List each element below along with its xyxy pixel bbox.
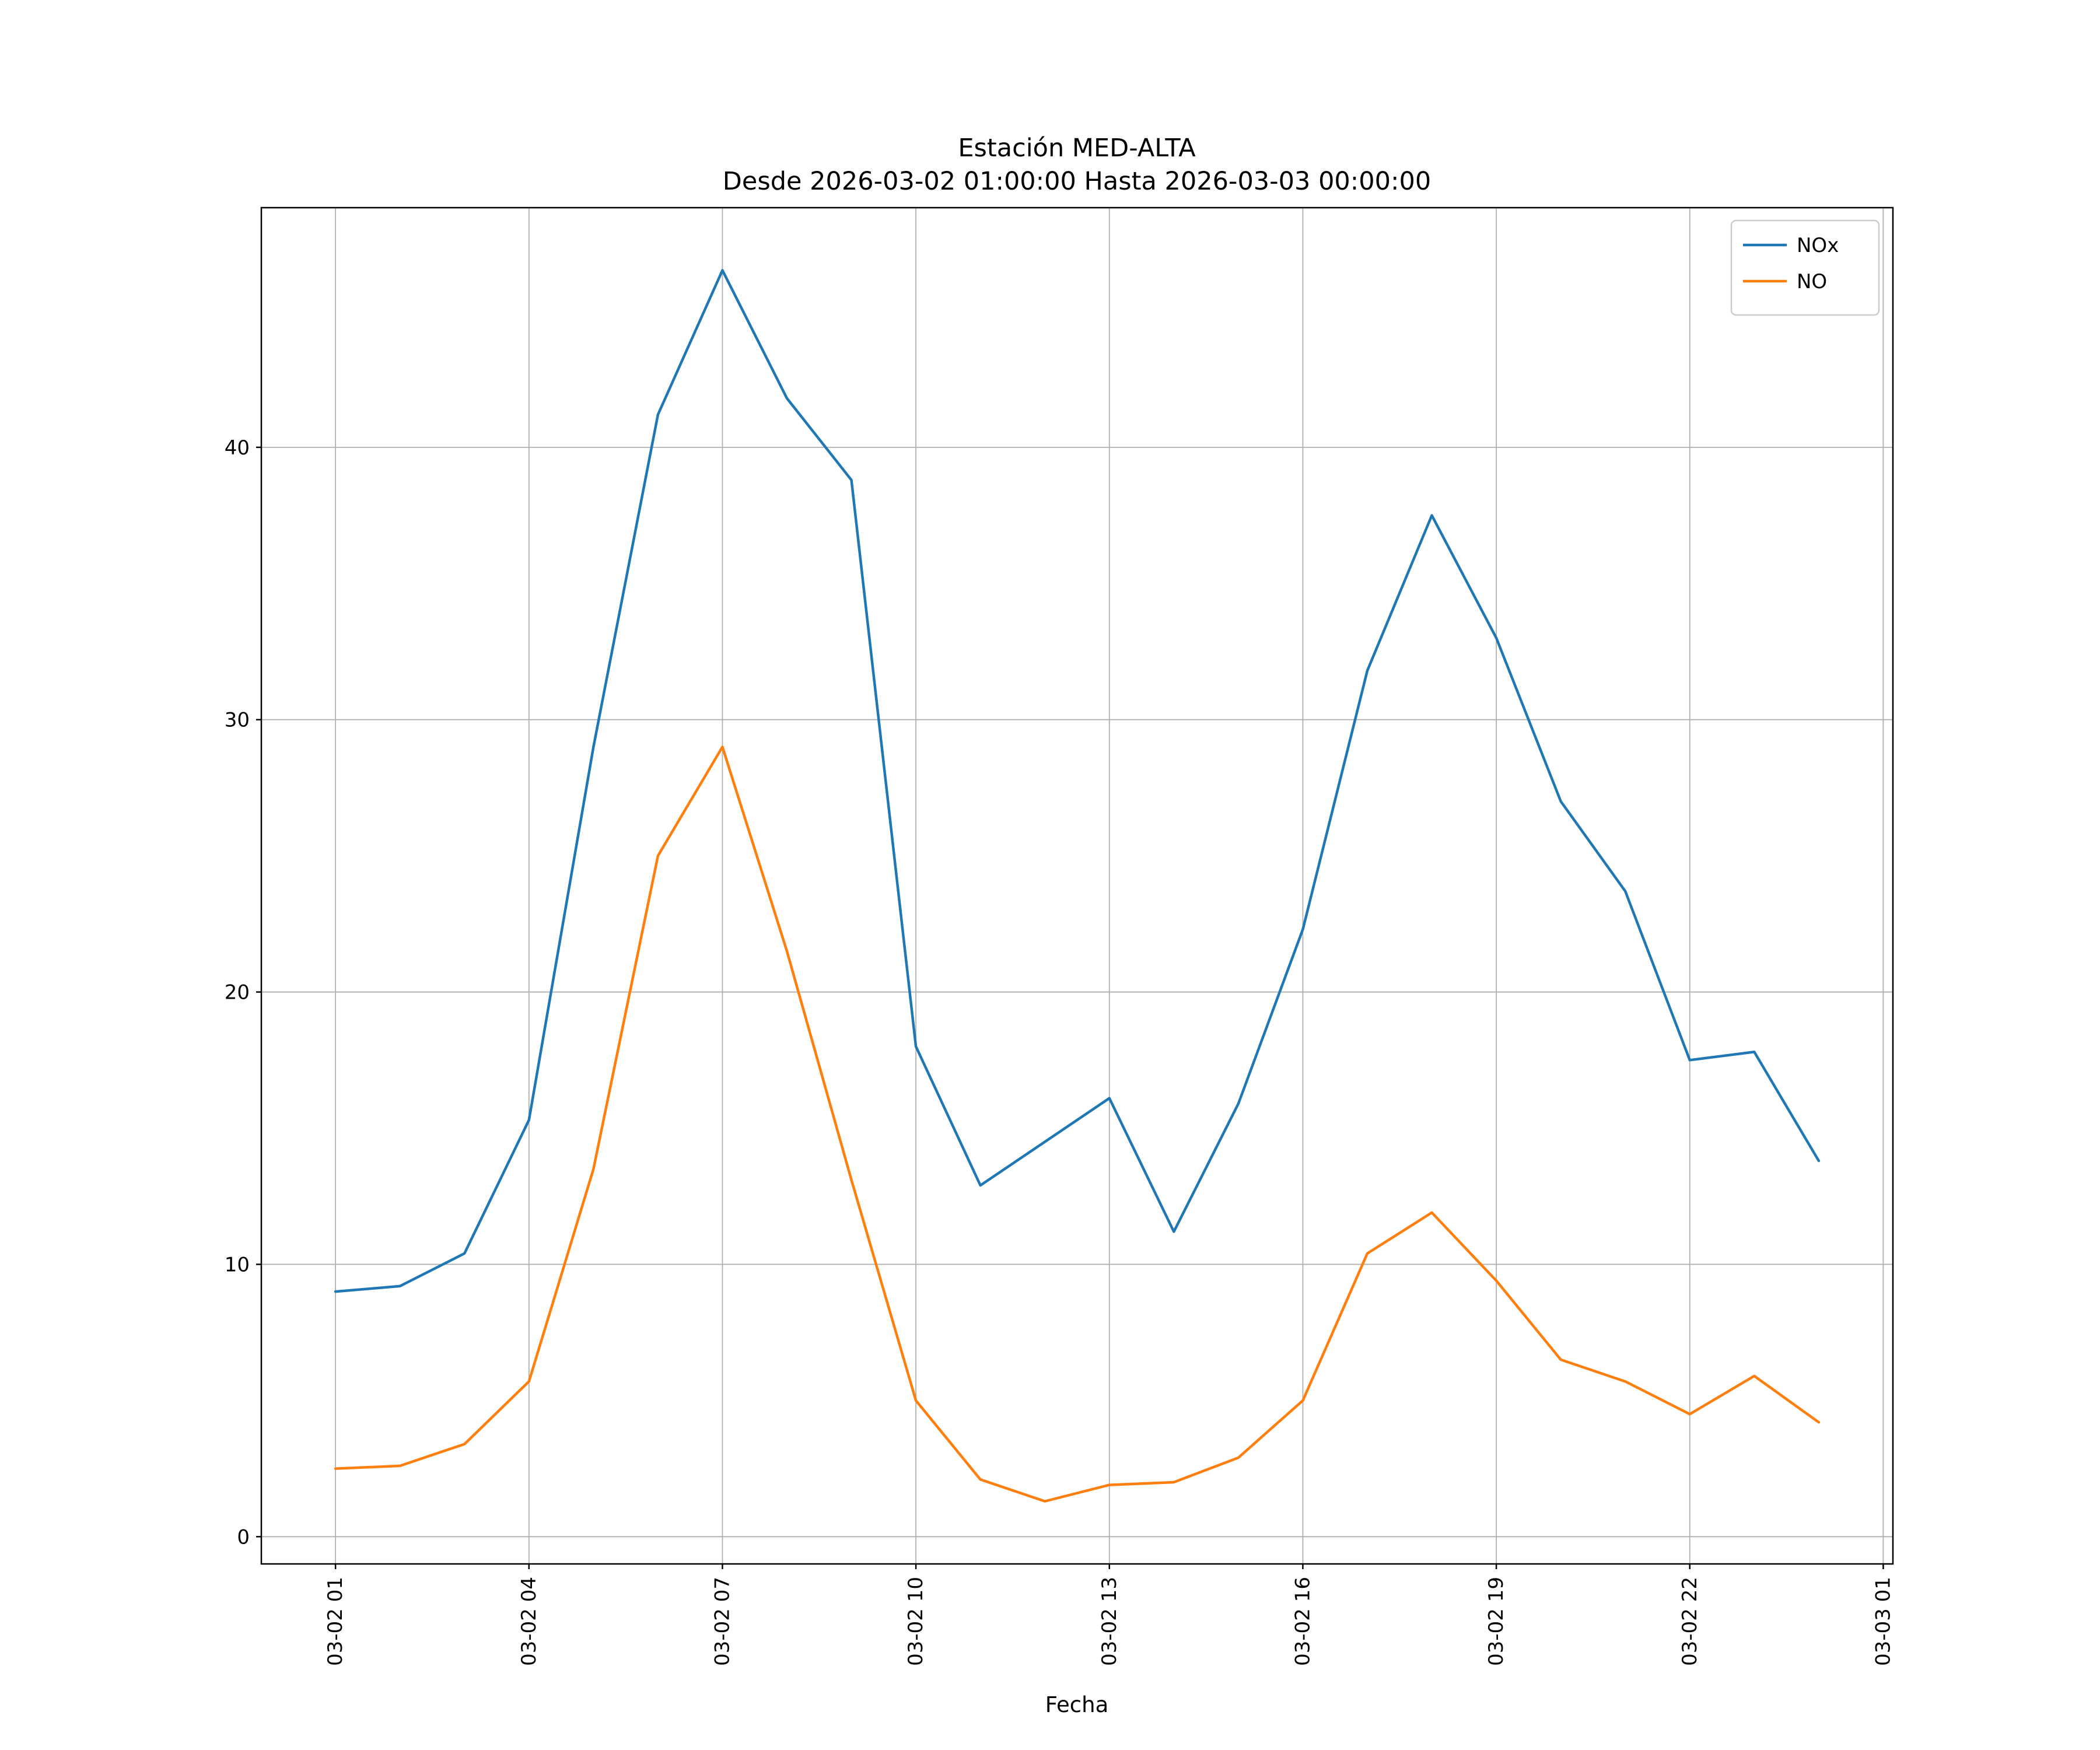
y-tick-label: 40	[225, 436, 250, 460]
x-tick-label: 03-02 19	[1485, 1577, 1508, 1666]
chart-subtitle: Desde 2026-03-02 01:00:00 Hasta 2026-03-…	[723, 167, 1431, 196]
grid-layer	[261, 208, 1893, 1564]
legend-layer: NOx NO	[1730, 219, 1880, 316]
y-tick-label: 0	[237, 1525, 250, 1549]
axes-layer	[260, 206, 1894, 1565]
series-layer	[334, 269, 1821, 1503]
x-tick-label: 03-03 01	[1871, 1577, 1895, 1666]
axes-frame	[260, 206, 1894, 1565]
x-tick-label: 03-02 07	[710, 1577, 734, 1666]
legend-label-NO: NO	[1797, 270, 1827, 293]
series-line-NOx	[334, 269, 1821, 1293]
legend-label-NOx: NOx	[1797, 234, 1839, 257]
y-tick-label: 30	[225, 709, 250, 732]
x-axis-label: Fecha	[1045, 1692, 1109, 1717]
x-tick-label: 03-02 13	[1098, 1577, 1121, 1666]
x-tick-label: 03-02 22	[1678, 1577, 1702, 1666]
y-tick-label: 10	[225, 1253, 250, 1276]
x-tick-label: 03-02 04	[517, 1577, 541, 1666]
y-tick-label: 20	[225, 981, 250, 1005]
x-tick-label: 03-02 16	[1291, 1577, 1314, 1666]
x-tick-label: 03-02 01	[324, 1577, 347, 1666]
x-tick-label: 03-02 10	[904, 1577, 928, 1666]
series-line-NO	[334, 746, 1821, 1503]
ticks-layer: 03-02 01 03-02 04 03-02 07 03-02 10 03-02 13…	[225, 436, 1895, 1666]
chart-title: Estación MED-ALTA	[958, 134, 1196, 163]
